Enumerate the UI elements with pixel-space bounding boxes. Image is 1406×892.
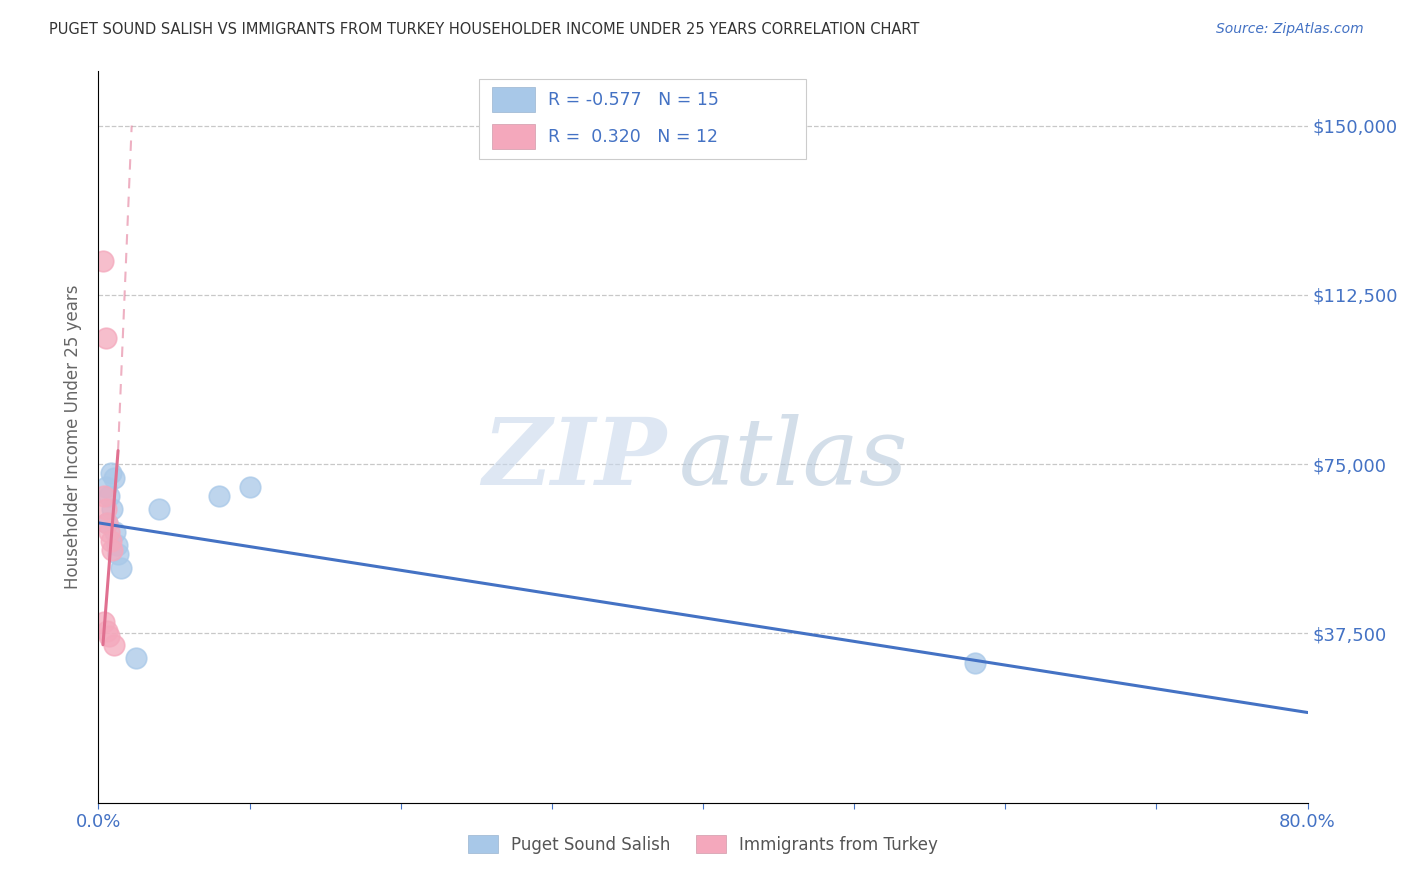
Point (101, 502, 124, 516)
Point (93, 489, 115, 503)
Point (148, 502, 170, 516)
Point (96, 516, 118, 530)
Point (98, 489, 121, 503)
Text: ZIP: ZIP (482, 414, 666, 504)
Point (98, 524, 121, 539)
Point (101, 543, 124, 558)
Text: atlas: atlas (679, 414, 908, 504)
Point (104, 524, 127, 539)
Point (94, 480, 117, 494)
Point (94, 502, 117, 516)
Point (110, 561, 132, 575)
Point (91, 254, 114, 268)
Point (239, 480, 262, 494)
Point (100, 466, 122, 480)
Y-axis label: Householder Income Under 25 years: Householder Income Under 25 years (65, 285, 83, 590)
Point (103, 471, 125, 485)
Point (208, 489, 231, 503)
Point (96, 516, 118, 530)
Point (105, 538, 128, 552)
Point (98, 629, 121, 643)
Point (125, 651, 148, 665)
Legend: Puget Sound Salish, Immigrants from Turkey: Puget Sound Salish, Immigrants from Turk… (461, 829, 945, 860)
Text: Source: ZipAtlas.com: Source: ZipAtlas.com (1216, 22, 1364, 37)
Point (107, 548, 129, 562)
Point (100, 533, 122, 548)
Point (103, 638, 125, 652)
Text: PUGET SOUND SALISH VS IMMIGRANTS FROM TURKEY HOUSEHOLDER INCOME UNDER 25 YEARS C: PUGET SOUND SALISH VS IMMIGRANTS FROM TU… (49, 22, 920, 37)
Point (965, 656, 987, 670)
Point (94, 331, 117, 345)
Point (96, 624, 118, 639)
Point (93, 615, 115, 630)
